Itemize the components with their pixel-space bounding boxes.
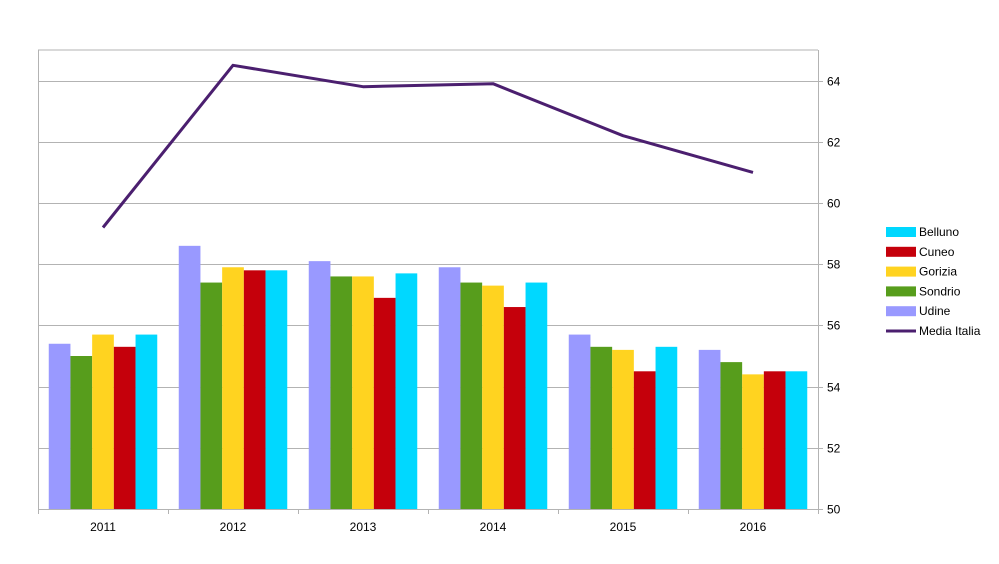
bar-udine-2014 — [438, 267, 461, 509]
y-tick-label: 50 — [827, 503, 841, 517]
bar-belluno-2015 — [655, 346, 678, 509]
bar-cuneo-2012 — [243, 270, 266, 509]
bar-gorizia-2015 — [612, 349, 634, 509]
bar-sondrio-2016 — [720, 362, 743, 509]
legend-swatch-cuneo — [886, 246, 916, 257]
legend-label-belluno: Belluno — [919, 225, 959, 239]
bar-cuneo-2016 — [763, 371, 786, 509]
bar-gorizia-2013 — [352, 276, 374, 509]
x-tick-label: 2012 — [220, 520, 247, 534]
legend-label-sondrio: Sondrio — [919, 284, 961, 298]
legend-swatch-sondrio — [886, 286, 916, 297]
bar-gorizia-2014 — [482, 285, 504, 509]
bar-cuneo-2011 — [113, 346, 136, 509]
bar-belluno-2012 — [265, 270, 288, 509]
bar-cuneo-2015 — [633, 371, 656, 509]
legend-swatch-belluno — [886, 227, 916, 237]
bar-sondrio-2013 — [330, 276, 353, 509]
y-tick-label: 52 — [827, 442, 841, 456]
x-tick-label: 2015 — [610, 520, 637, 534]
bar-udine-2012 — [178, 245, 201, 509]
legend-swatch-gorizia — [886, 266, 916, 277]
bar-udine-2011 — [48, 343, 71, 509]
axes: 50 52 54 56 58 60 62 64 2011 2012 2013 2014 2015 2016 — [38, 50, 841, 534]
y-tick-label: 64 — [827, 75, 841, 89]
bar-gorizia-2016 — [742, 374, 764, 509]
bar-sondrio-2011 — [70, 356, 93, 509]
line-media-italia — [101, 63, 754, 229]
bar-belluno-2014 — [525, 282, 548, 509]
bar-sondrio-2012 — [200, 282, 223, 509]
bar-belluno-2011 — [135, 334, 158, 509]
bar-belluno-2016 — [785, 371, 808, 509]
y-tick-label: 54 — [827, 381, 841, 395]
legend-swatch-udine — [886, 306, 916, 317]
y-tick-label: 56 — [827, 319, 841, 333]
bar-cuneo-2014 — [503, 307, 526, 509]
bar-sondrio-2015 — [590, 346, 613, 509]
bar-belluno-2013 — [395, 273, 418, 509]
bar-cuneo-2013 — [373, 297, 396, 509]
x-tick-label: 2013 — [350, 520, 377, 534]
legend-label-media-italia: Media Italia — [919, 324, 981, 338]
x-tick-label: 2011 — [90, 520, 116, 534]
bar-udine-2016 — [698, 349, 721, 509]
bar-gorizia-2012 — [222, 267, 244, 509]
y-tick-label: 62 — [827, 136, 841, 150]
x-tick-label: 2014 — [480, 520, 507, 534]
y-tick-label: 58 — [827, 258, 841, 272]
y-tick-label: 60 — [827, 197, 841, 211]
bar-udine-2013 — [308, 261, 331, 509]
bar-sondrio-2014 — [460, 282, 483, 509]
bars — [48, 245, 808, 509]
legend-label-cuneo: Cuneo — [919, 245, 955, 259]
legend-label-gorizia: Gorizia — [919, 265, 957, 279]
x-tick-label: 2016 — [740, 520, 767, 534]
legend: Belluno Cuneo Gorizia Sondrio Udine Media Ita… — [886, 225, 981, 338]
bar-gorizia-2011 — [92, 334, 114, 509]
legend-label-udine: Udine — [919, 304, 951, 318]
line-series — [101, 63, 754, 229]
bar-udine-2015 — [568, 334, 591, 509]
